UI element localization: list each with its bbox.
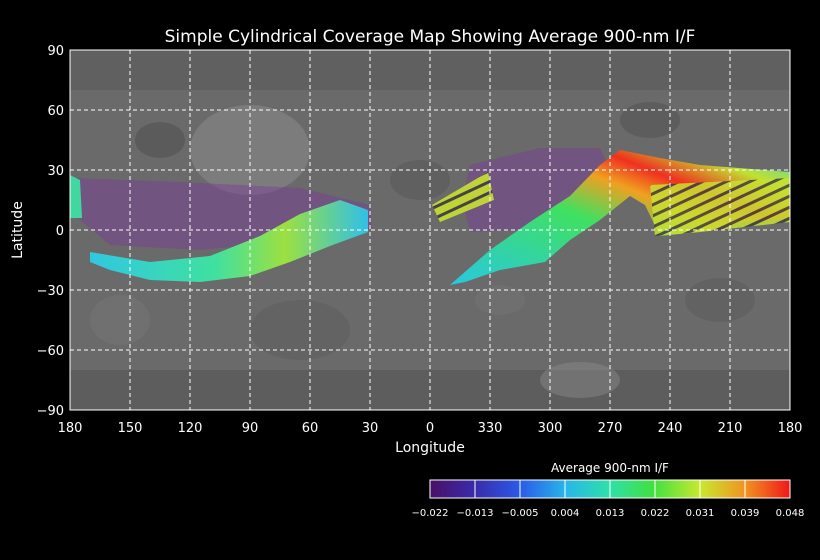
y-tick-label: 0 (56, 224, 64, 239)
y-tick-label: −90 (37, 404, 64, 419)
y-tick-label: −60 (37, 344, 64, 359)
map-title: Simple Cylindrical Coverage Map Showing … (165, 27, 696, 47)
colorbar-tick-label: 0.022 (641, 508, 670, 519)
colorbar-tick-label: 0.013 (596, 508, 625, 519)
x-axis-label: Longitude (395, 440, 465, 456)
x-tick-label: 300 (538, 421, 563, 436)
colorbar-tick-label: −0.022 (411, 508, 448, 519)
x-axis-ticks: 180 150 120 90 60 30 0 330 300 270 240 210 180 (58, 421, 803, 436)
western-swath (90, 200, 368, 282)
colorbar-tick-label: 0.048 (776, 508, 805, 519)
y-tick-label: 30 (47, 164, 64, 179)
colorbar: Average 900-nm I/F −0.022 −0.013 −0.005 0.0… (411, 461, 804, 519)
colorbar-tick-label: 0.004 (551, 508, 580, 519)
grid-lines (70, 50, 790, 410)
x-tick-label: 180 (58, 421, 83, 436)
x-tick-label: 210 (718, 421, 743, 436)
x-tick-label: 90 (242, 421, 259, 436)
x-tick-label: 330 (478, 421, 503, 436)
y-axis-label: Latitude (10, 201, 26, 259)
x-tick-label: 0 (426, 421, 434, 436)
colorbar-tick-label: −0.013 (456, 508, 493, 519)
y-tick-label: 60 (47, 104, 64, 119)
x-tick-label: 60 (302, 421, 319, 436)
x-tick-label: 30 (362, 421, 379, 436)
x-tick-label: 150 (118, 421, 143, 436)
y-tick-label: 90 (47, 44, 64, 59)
x-tick-label: 270 (598, 421, 623, 436)
western-edge-swath (70, 175, 82, 218)
central-striped-swath (432, 172, 494, 222)
x-tick-label: 120 (178, 421, 203, 436)
y-axis-ticks: 90 60 30 0 −30 −60 −90 (37, 44, 64, 419)
colorbar-ticks: −0.022 −0.013 −0.005 0.004 0.013 0.022 0.031 0.… (411, 480, 804, 519)
colorbar-tick-label: 0.031 (686, 508, 715, 519)
eastern-striped-region (650, 178, 790, 236)
colorbar-tick-label: 0.039 (731, 508, 760, 519)
x-tick-label: 240 (658, 421, 683, 436)
colorbar-title: Average 900-nm I/F (551, 461, 669, 475)
colorbar-tick-label: −0.005 (501, 508, 538, 519)
x-tick-label: 180 (778, 421, 803, 436)
y-tick-label: −30 (37, 284, 64, 299)
